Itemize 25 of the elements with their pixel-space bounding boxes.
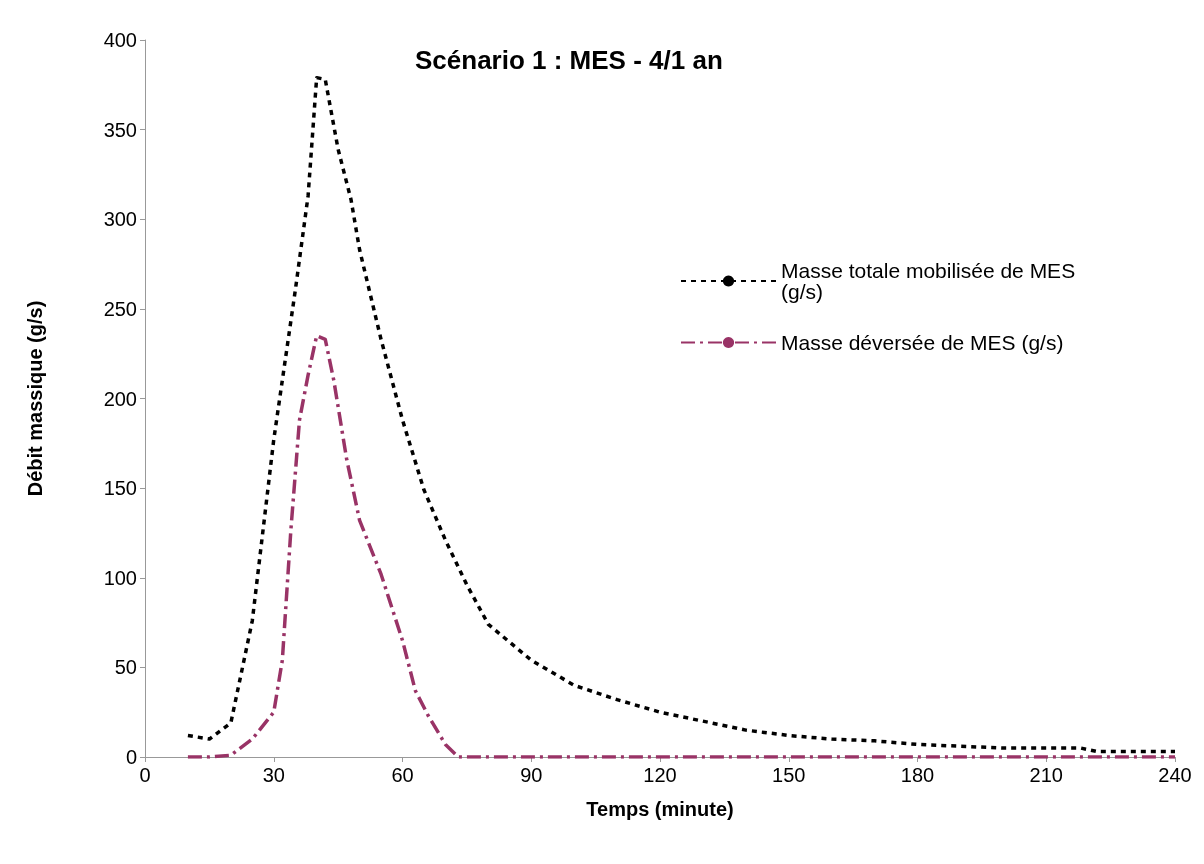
- legend-label: Masse déversée de MES (g/s): [781, 331, 1064, 354]
- x-tick-label: 0: [139, 764, 151, 786]
- y-tick-label: 150: [103, 477, 137, 500]
- chart-title: Scénario 1 : MES - 4/1 an: [415, 45, 723, 75]
- y-tick-label: 50: [114, 656, 137, 679]
- y-tick-label: 100: [103, 566, 137, 589]
- y-tick-label: 300: [103, 208, 137, 231]
- x-tick-label: 180: [900, 764, 935, 786]
- legend-label: Masse totale mobilisée de MES (g/s): [781, 259, 1081, 303]
- y-axis-title: Débit massique (g/s): [24, 300, 46, 497]
- x-tick-label: 60: [391, 764, 414, 786]
- y-tick-label: 250: [103, 297, 137, 320]
- y-tick-label: 200: [103, 387, 137, 410]
- x-tick-label: 150: [772, 764, 806, 786]
- x-tick-label: 240: [1158, 764, 1192, 786]
- x-tick-label: 30: [262, 764, 285, 786]
- y-tick-label: 350: [103, 118, 137, 141]
- y-tick-label: 0: [125, 746, 137, 768]
- x-axis-title: Temps (minute): [586, 798, 734, 820]
- line-series: [186, 334, 1177, 759]
- x-tick-label: 120: [643, 764, 677, 786]
- x-tick-label: 210: [1029, 764, 1063, 786]
- x-tick-label: 90: [520, 764, 543, 786]
- line-series: [186, 75, 1177, 754]
- y-tick-label: 400: [103, 29, 137, 51]
